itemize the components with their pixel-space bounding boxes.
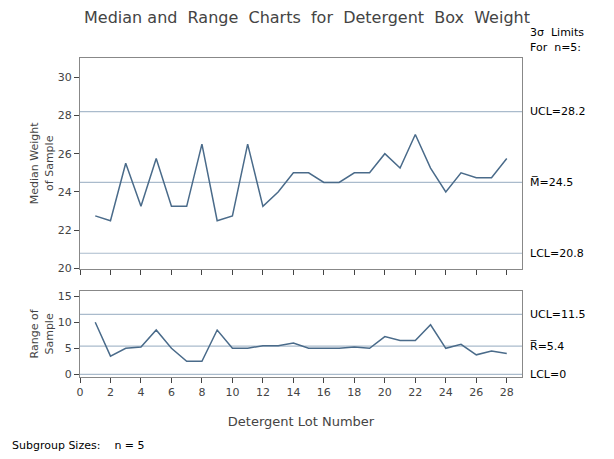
svg-text:Subgroup Sizes: n = 5: Subgroup Sizes: n = 5 xyxy=(12,439,145,452)
svg-text:R̅=5.4: R̅=5.4 xyxy=(530,340,564,353)
svg-text:24: 24 xyxy=(439,386,453,399)
svg-text:28: 28 xyxy=(500,386,514,399)
svg-text:UCL=11.5: UCL=11.5 xyxy=(530,308,586,321)
svg-text:Range ofSample: Range ofSample xyxy=(29,308,56,358)
svg-text:M̅=24.5: M̅=24.5 xyxy=(530,176,573,189)
svg-text:LCL=0: LCL=0 xyxy=(530,368,566,381)
svg-text:Median Weightof Sample: Median Weightof Sample xyxy=(29,122,56,205)
svg-text:2: 2 xyxy=(107,386,114,399)
svg-text:Median and Range Charts for: Median and Range Charts for Detergent Bo… xyxy=(84,8,530,27)
svg-text:22: 22 xyxy=(408,386,422,399)
svg-text:16: 16 xyxy=(317,386,331,399)
svg-text:20: 20 xyxy=(58,262,72,275)
svg-text:5: 5 xyxy=(65,342,72,355)
svg-text:26: 26 xyxy=(469,386,483,399)
svg-text:6: 6 xyxy=(168,386,175,399)
svg-text:24: 24 xyxy=(58,186,72,199)
svg-text:0: 0 xyxy=(65,368,72,381)
svg-text:10: 10 xyxy=(225,386,239,399)
svg-text:UCL=28.2: UCL=28.2 xyxy=(530,105,586,118)
svg-text:28: 28 xyxy=(58,109,72,122)
svg-text:For n=5:: For n=5: xyxy=(530,41,581,54)
svg-text:10: 10 xyxy=(58,316,72,329)
svg-text:20: 20 xyxy=(378,386,392,399)
svg-text:14: 14 xyxy=(286,386,300,399)
svg-text:15: 15 xyxy=(58,290,72,303)
svg-text:12: 12 xyxy=(256,386,270,399)
svg-text:26: 26 xyxy=(58,148,72,161)
svg-text:3σ Limits: 3σ Limits xyxy=(530,26,584,39)
svg-text:18: 18 xyxy=(347,386,361,399)
svg-text:30: 30 xyxy=(58,71,72,84)
svg-text:0: 0 xyxy=(77,386,84,399)
svg-text:8: 8 xyxy=(198,386,205,399)
svg-text:LCL=20.8: LCL=20.8 xyxy=(530,247,584,260)
svg-text:22: 22 xyxy=(58,224,72,237)
svg-text:4: 4 xyxy=(137,386,144,399)
svg-text:Detergent Lot Number: Detergent Lot Number xyxy=(228,414,375,429)
